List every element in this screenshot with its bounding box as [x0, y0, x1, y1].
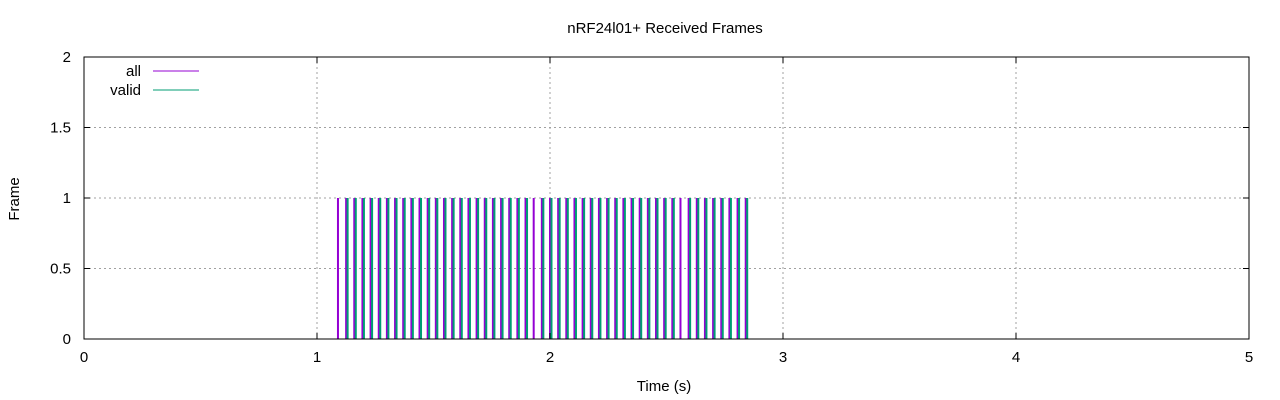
- x-tick-label: 0: [80, 349, 88, 366]
- grid-lines: [84, 57, 1249, 339]
- x-tick-label: 4: [1012, 349, 1020, 366]
- y-tick-label: 0: [63, 331, 71, 348]
- x-tick-label: 1: [313, 349, 321, 366]
- y-axis-label: Frame: [6, 177, 23, 220]
- x-tick-label: 3: [779, 349, 787, 366]
- legend: all valid: [110, 63, 199, 99]
- legend-label-valid: valid: [110, 82, 141, 99]
- x-tick-label: 2: [546, 349, 554, 366]
- y-tick-label: 0.5: [50, 261, 71, 278]
- x-axis-label: Time (s): [637, 378, 691, 395]
- y-tick-label: 1.5: [50, 120, 71, 137]
- x-tick-label: 5: [1245, 349, 1253, 366]
- y-tick-label: 1: [63, 190, 71, 207]
- x-axis-ticks: 0 1 2 3 4 5: [80, 57, 1253, 366]
- impulse-lines: [336, 198, 749, 339]
- chart-title: nRF24l01+ Received Frames: [567, 20, 763, 37]
- y-axis-ticks: 0 0.5 1 1.5 2: [50, 49, 1249, 348]
- y-tick-label: 2: [63, 49, 71, 66]
- legend-label-all: all: [126, 63, 141, 80]
